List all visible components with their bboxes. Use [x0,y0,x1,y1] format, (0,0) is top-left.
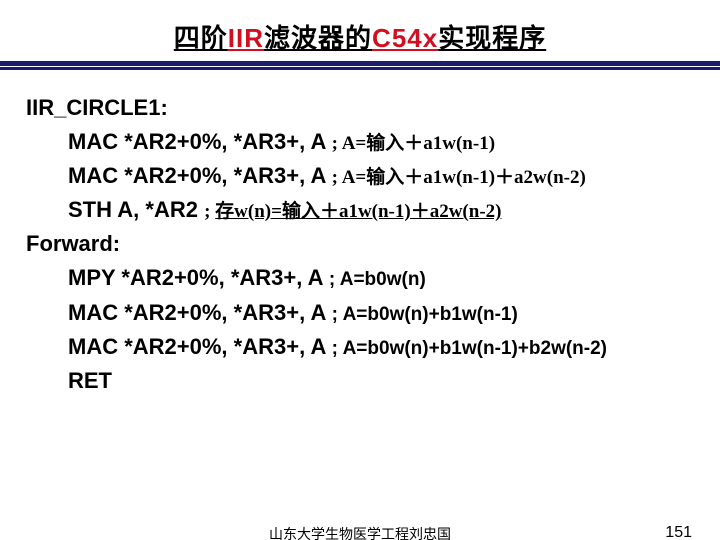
code-1: MAC *AR2+0%, *AR3+, A [68,129,332,154]
code-6: MAC *AR2+0%, *AR3+, A [68,334,332,359]
slide-title: 四阶IIR滤波器的C54x实现程序 [26,18,694,55]
label-forward: Forward: [26,227,694,261]
comment-5: ; A=b0w(n)+b1w(n-1) [332,304,518,325]
code-line-2: MAC *AR2+0%, *AR3+, A ; A=输入＋a1w(n-1)＋a2… [26,159,694,193]
code-4: MPY *AR2+0%, *AR3+, A [68,265,329,290]
code-line-5: MAC *AR2+0%, *AR3+, A ; A=b0w(n)+b1w(n-1… [26,296,694,330]
title-seg-1: IIR [228,23,264,53]
code-line-7: RET [26,364,694,398]
code-line-3: STH A, *AR2 ; 存w(n)=输入＋a1w(n-1)＋a2w(n-2) [26,193,694,227]
code-7: RET [68,368,112,393]
code-3: STH A, *AR2 [68,197,204,222]
code-line-1: MAC *AR2+0%, *AR3+, A ; A=输入＋a1w(n-1) [26,125,694,159]
title-seg-2: 滤波器的 [264,23,372,53]
code-2: MAC *AR2+0%, *AR3+, A [68,163,332,188]
comment-3-prefix: ; [204,201,215,222]
code-line-6: MAC *AR2+0%, *AR3+, A ; A=b0w(n)+b1w(n-1… [26,330,694,364]
comment-6: ; A=b0w(n)+b1w(n-1)+b2w(n-2) [332,338,607,359]
code-line-4: MPY *AR2+0%, *AR3+, A ; A=b0w(n) [26,261,694,295]
comment-4: ; A=b0w(n) [329,269,426,290]
title-seg-0: 四阶 [174,23,228,53]
comment-2: ; A=输入＋a1w(n-1)＋a2w(n-2) [332,167,586,188]
title-seg-4: 实现程序 [438,23,546,53]
code-5: MAC *AR2+0%, *AR3+, A [68,300,332,325]
comment-3-underlined: 存w(n)=输入＋a1w(n-1)＋a2w(n-2) [215,201,501,222]
title-divider [0,61,720,71]
comment-1: ; A=输入＋a1w(n-1) [332,133,495,154]
label-iir-circle1: IIR_CIRCLE1: [26,91,694,125]
divider-bot [0,67,720,70]
footer-page-number: 151 [665,524,692,540]
title-seg-3: C54x [372,23,438,53]
footer-center-text: 山东大学生物医学工程刘忠国 [269,524,451,540]
